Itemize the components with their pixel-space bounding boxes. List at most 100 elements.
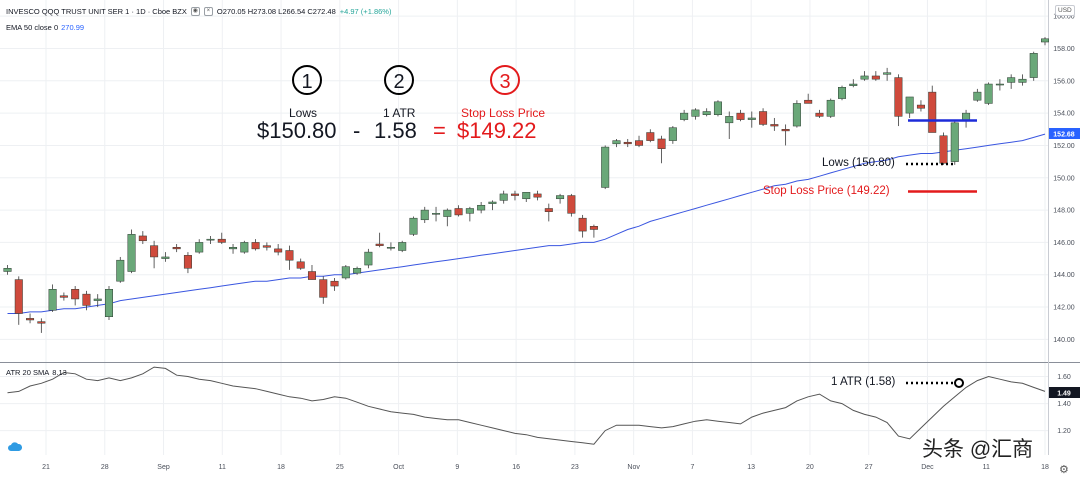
candle[interactable]: [195, 239, 204, 254]
candle[interactable]: [838, 85, 847, 101]
candle[interactable]: [127, 229, 136, 274]
candle[interactable]: [59, 292, 68, 301]
candle[interactable]: [307, 265, 316, 280]
atr-axis[interactable]: 1.20 1.40 1.60: [1057, 374, 1071, 435]
candle[interactable]: [589, 224, 598, 238]
candle[interactable]: [93, 294, 102, 308]
candle[interactable]: [477, 202, 486, 214]
candle[interactable]: [1007, 74, 1016, 89]
candle[interactable]: [860, 71, 869, 81]
candle[interactable]: [488, 200, 497, 211]
candle[interactable]: [353, 266, 362, 275]
candle[interactable]: [871, 71, 880, 81]
candle[interactable]: [206, 235, 215, 245]
candle[interactable]: [37, 318, 46, 333]
candle[interactable]: [217, 232, 226, 245]
candle[interactable]: [443, 208, 452, 227]
candle[interactable]: [3, 265, 12, 275]
candle[interactable]: [736, 109, 745, 122]
candle[interactable]: [747, 111, 756, 128]
candle[interactable]: [1029, 51, 1038, 81]
candle[interactable]: [14, 276, 23, 325]
candle[interactable]: [544, 203, 553, 222]
candle[interactable]: [409, 216, 418, 236]
candle[interactable]: [826, 98, 835, 118]
candle[interactable]: [612, 138, 621, 148]
candle[interactable]: [815, 109, 824, 118]
candle[interactable]: [296, 258, 305, 270]
time-axis[interactable]: 21 28 Sep 11 18 25 Oct 9 16 23 Nov 7 13 20 27 Dec 11 18: [42, 464, 1049, 471]
candle[interactable]: [950, 119, 959, 165]
candle[interactable]: [567, 193, 576, 217]
currency-badge[interactable]: USD: [1055, 5, 1075, 16]
candle[interactable]: [386, 242, 395, 251]
candle[interactable]: [680, 109, 689, 122]
candle[interactable]: [172, 244, 181, 253]
candle[interactable]: [646, 129, 655, 143]
candle[interactable]: [916, 100, 925, 112]
candle[interactable]: [668, 126, 677, 144]
candle[interactable]: [48, 284, 57, 312]
candle[interactable]: [522, 192, 531, 203]
candle[interactable]: [905, 96, 914, 118]
candle[interactable]: [465, 206, 474, 222]
candle[interactable]: [781, 124, 790, 146]
candle[interactable]: [578, 214, 587, 238]
candle[interactable]: [71, 286, 80, 306]
candle[interactable]: [691, 108, 700, 120]
candle[interactable]: [533, 190, 542, 201]
candle[interactable]: [499, 190, 508, 204]
candle[interactable]: [375, 232, 384, 248]
candle[interactable]: [341, 265, 350, 280]
candle[interactable]: [161, 252, 170, 262]
candle[interactable]: [26, 313, 35, 324]
candle[interactable]: [319, 276, 328, 304]
candle[interactable]: [240, 240, 249, 254]
candle[interactable]: [883, 67, 892, 81]
candle[interactable]: [725, 111, 734, 139]
candle[interactable]: [894, 74, 903, 127]
candle[interactable]: [770, 117, 779, 131]
candle[interactable]: [962, 109, 971, 128]
candle[interactable]: [104, 286, 113, 320]
symbol-title[interactable]: INVESCO QQQ TRUST UNIT SER 1 · 1D · Cboe…: [6, 7, 187, 16]
candle[interactable]: [330, 277, 339, 291]
candle[interactable]: [183, 252, 192, 274]
candle[interactable]: [623, 138, 632, 148]
candle[interactable]: [398, 240, 407, 253]
candle[interactable]: [713, 100, 722, 117]
candle[interactable]: [849, 79, 858, 88]
candle[interactable]: [432, 206, 441, 222]
cloud-icon[interactable]: [8, 442, 22, 452]
candle[interactable]: [601, 145, 610, 190]
candle[interactable]: [229, 244, 238, 254]
candle[interactable]: [285, 245, 294, 270]
candle[interactable]: [251, 239, 260, 251]
candle[interactable]: [454, 205, 463, 217]
candle[interactable]: [635, 135, 644, 148]
candle[interactable]: [939, 132, 948, 165]
candle[interactable]: [274, 244, 283, 256]
eye-icon[interactable]: ◉: [190, 7, 200, 16]
candle[interactable]: [1018, 74, 1027, 86]
price-axis[interactable]: 140.00 142.00 144.00 146.00 148.00 150.00 152.…: [1053, 14, 1075, 344]
close-icon[interactable]: ×: [203, 7, 213, 16]
candle[interactable]: [1041, 37, 1049, 46]
candle[interactable]: [759, 108, 768, 127]
candle[interactable]: [138, 231, 147, 245]
candle[interactable]: [116, 256, 125, 283]
gear-icon[interactable]: ⚙: [1059, 464, 1069, 476]
candle[interactable]: [262, 242, 271, 251]
candle[interactable]: [995, 79, 1004, 91]
atr-legend[interactable]: ATR 20 SMA 8.13: [6, 368, 67, 377]
candle[interactable]: [150, 240, 159, 269]
candle[interactable]: [364, 248, 373, 269]
candle[interactable]: [82, 290, 91, 311]
candle[interactable]: [657, 135, 666, 164]
ema-legend[interactable]: EMA 50 close 0 270.99: [6, 23, 84, 32]
candle[interactable]: [510, 190, 519, 201]
candle[interactable]: [973, 88, 982, 102]
candle[interactable]: [702, 108, 711, 117]
candle[interactable]: [792, 100, 801, 128]
